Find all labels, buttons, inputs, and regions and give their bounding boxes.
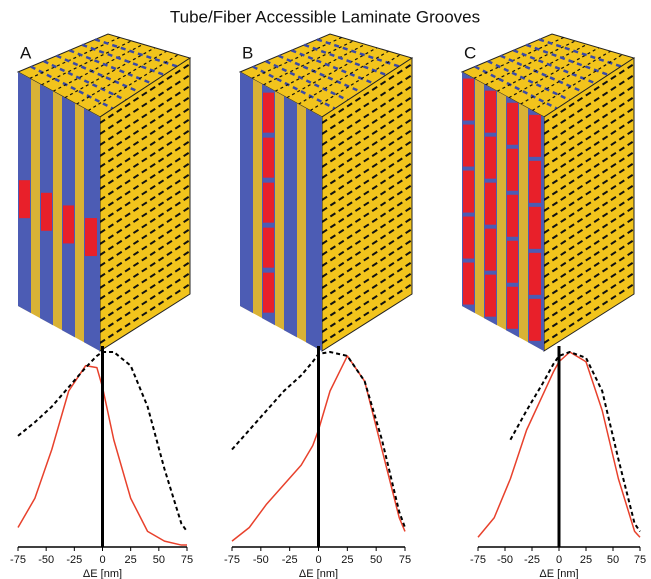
fiber: [19, 180, 30, 218]
fiber: [507, 241, 518, 283]
x-tick-label: -25: [524, 554, 540, 566]
x-tick-label: 25: [341, 554, 353, 566]
fiber: [263, 138, 274, 178]
x-tick-label: -50: [497, 554, 513, 566]
fiber: [485, 229, 496, 271]
figure: Tube/Fiber Accessible Laminate Grooves A…: [0, 0, 651, 579]
x-tick-label: 0: [315, 554, 321, 566]
x-tick-label: 75: [399, 554, 411, 566]
fiber: [263, 183, 274, 223]
x-tick-label: -50: [253, 554, 269, 566]
fiber: [507, 103, 518, 145]
panel-label: B: [242, 43, 253, 62]
curve: [510, 352, 640, 531]
x-tick-label: 50: [153, 554, 165, 566]
fiber: [507, 149, 518, 191]
fiber: [263, 273, 274, 313]
panel-label: A: [20, 43, 32, 62]
fiber: [507, 195, 518, 237]
x-tick-label: -25: [282, 554, 298, 566]
fiber: [463, 79, 474, 121]
fiber: [529, 253, 541, 295]
slab: [306, 108, 322, 351]
x-tick-label: -75: [470, 554, 486, 566]
x-tick-label: -50: [38, 554, 54, 566]
fiber: [463, 217, 474, 259]
fiber: [507, 287, 518, 329]
fiber: [529, 207, 541, 249]
page: {"title": "Tube/Fiber Accessible Laminat…: [0, 0, 651, 579]
x-axis-label: ΔE [nm]: [539, 568, 578, 579]
fiber: [41, 193, 52, 231]
fiber: [485, 137, 496, 179]
x-axis-label: ΔE [nm]: [299, 568, 338, 579]
figure-title: Tube/Fiber Accessible Laminate Grooves: [170, 7, 480, 26]
x-tick-label: 0: [556, 554, 562, 566]
fiber: [463, 125, 474, 167]
x-tick-label: 50: [607, 554, 619, 566]
x-tick-label: 75: [634, 554, 646, 566]
fiber: [485, 275, 496, 317]
fiber: [529, 299, 541, 341]
x-tick-label: 0: [99, 554, 105, 566]
x-axis-label: ΔE [nm]: [83, 568, 122, 579]
fiber: [85, 218, 97, 256]
fiber: [263, 93, 274, 133]
x-tick-label: -25: [66, 554, 82, 566]
fiber: [463, 263, 474, 305]
fiber: [485, 91, 496, 133]
slab: [240, 72, 253, 313]
fiber: [463, 171, 474, 213]
fiber: [63, 205, 74, 243]
fiber: [529, 161, 541, 203]
x-tick-label: 75: [181, 554, 193, 566]
panel-label: C: [464, 43, 476, 62]
x-tick-label: 50: [370, 554, 382, 566]
x-tick-label: -75: [224, 554, 240, 566]
fiber: [529, 115, 541, 157]
slab: [284, 96, 297, 337]
x-tick-label: 25: [580, 554, 592, 566]
fiber: [263, 228, 274, 268]
x-tick-label: -75: [10, 554, 26, 566]
lattice-diagrams: A B C: [18, 34, 634, 351]
x-tick-label: 25: [125, 554, 137, 566]
fiber: [485, 183, 496, 225]
